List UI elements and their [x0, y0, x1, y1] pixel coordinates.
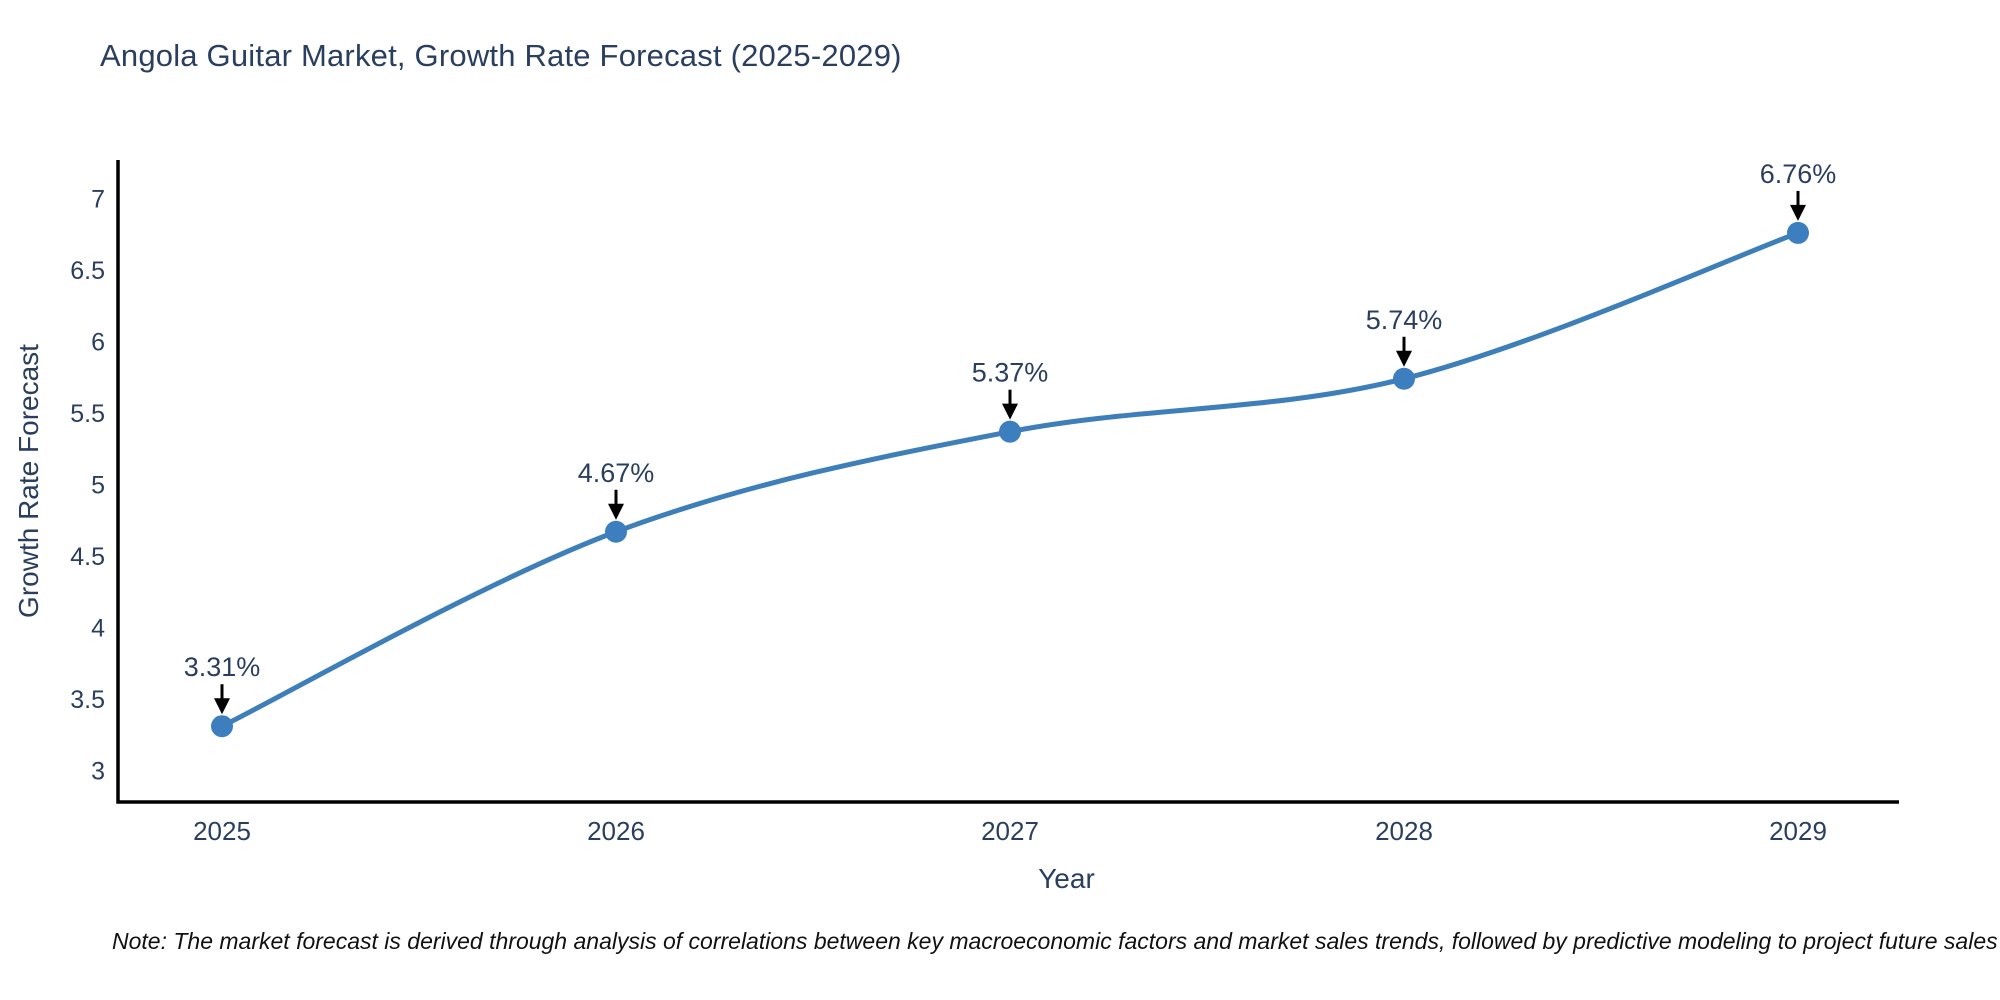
y-axis-tick-label: 6 [91, 329, 105, 357]
point-value-label: 6.76% [1760, 159, 1837, 189]
x-axis-tick-label: 2029 [1769, 816, 1827, 846]
y-axis-tick-label: 5.5 [70, 400, 105, 428]
y-axis-title: Growth Rate Forecast [13, 344, 44, 618]
y-axis-tick-label: 4.5 [70, 543, 105, 571]
y-axis-tick-label: 3.5 [70, 686, 105, 714]
annotation-arrow-head [1002, 403, 1018, 420]
x-axis-tick-label: 2028 [1375, 816, 1433, 846]
x-axis-tick-label: 2025 [193, 816, 251, 846]
point-value-label: 4.67% [578, 458, 655, 488]
point-value-label: 5.74% [1366, 305, 1443, 335]
annotation-arrow-head [1790, 204, 1806, 221]
axes-lines [116, 160, 1899, 804]
forecast-line [219, 230, 1801, 729]
x-axis-title: Year [1038, 863, 1095, 894]
point-value-label: 5.37% [972, 358, 1049, 388]
data-point-2025 [211, 715, 233, 738]
y-axis-tick-label: 6.5 [70, 257, 105, 285]
data-point-2029 [1787, 221, 1809, 244]
annotation-arrow-head [214, 698, 230, 715]
data-point-2028 [1393, 367, 1415, 390]
y-axis-tick-label: 5 [91, 472, 105, 500]
y-axis-tick-label: 7 [91, 186, 105, 214]
data-point-2026 [605, 520, 627, 543]
x-axis-tick-label: 2027 [981, 816, 1039, 846]
annotation-arrow-head [1396, 350, 1412, 367]
x-axis-tick-label: 2026 [587, 816, 645, 846]
y-axis-tick-label: 3 [91, 758, 105, 786]
y-axis-tick-label: 4 [91, 615, 105, 643]
annotation-arrow-head [608, 503, 624, 520]
chart-title: Angola Guitar Market, Growth Rate Foreca… [100, 38, 902, 73]
chart-footnote: Note: The market forecast is derived thr… [112, 928, 1998, 954]
point-value-label: 3.31% [184, 652, 261, 682]
data-point-2027 [999, 420, 1021, 443]
